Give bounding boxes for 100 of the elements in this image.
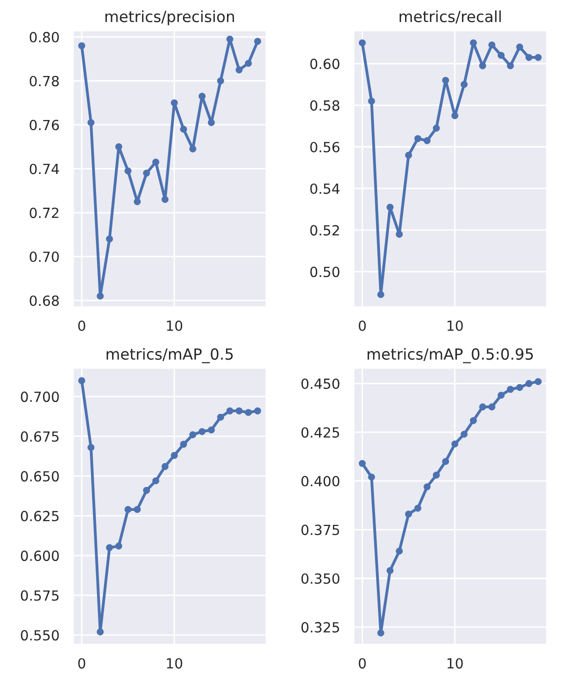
point: [488, 403, 496, 410]
point: [442, 458, 450, 465]
point: [78, 42, 86, 50]
x-tick-label: 10: [166, 658, 182, 669]
y-tick-label: 0.625: [20, 510, 59, 522]
y-tick-label: 0.70: [30, 252, 59, 262]
x-tick-label: 10: [448, 658, 463, 669]
point: [88, 444, 94, 451]
chart-title: metrics/mAP_0.5: [106, 348, 233, 364]
point: [506, 62, 514, 70]
point: [124, 167, 132, 174]
point: [451, 112, 458, 120]
point: [198, 92, 206, 100]
point: [254, 407, 262, 414]
point: [96, 628, 104, 636]
point: [516, 384, 524, 391]
y-tick-label: 0.80: [30, 32, 59, 42]
y-tick-label: 0.675: [20, 431, 59, 442]
point: [442, 76, 450, 84]
chart-title: metrics/precision: [105, 10, 234, 26]
y-tick-label: 0.72: [30, 208, 58, 218]
point: [386, 567, 394, 574]
point: [106, 544, 113, 552]
point: [432, 472, 440, 479]
point: [244, 60, 252, 67]
point: [479, 403, 486, 410]
point: [396, 230, 403, 238]
point: [405, 510, 412, 518]
point: [106, 236, 113, 242]
point: [358, 39, 366, 46]
x-tick-label: 0: [78, 320, 86, 332]
point: [525, 380, 532, 387]
point: [470, 39, 477, 46]
point: [368, 98, 376, 105]
point: [414, 135, 422, 142]
point: [162, 196, 169, 203]
point: [377, 629, 384, 636]
y-tick-label: 0.58: [310, 100, 340, 111]
point: [226, 36, 234, 43]
point: [460, 430, 468, 438]
point: [358, 460, 366, 467]
point: [162, 463, 169, 470]
point: [254, 38, 262, 45]
point: [217, 77, 224, 84]
point: [460, 80, 468, 88]
point: [78, 377, 86, 384]
y-tick-label: 0.575: [20, 590, 59, 601]
point: [498, 52, 505, 59]
y-tick-label: 0.550: [20, 630, 59, 641]
point: [244, 408, 252, 416]
x-tick-label: 10: [448, 320, 463, 332]
point: [534, 54, 542, 61]
y-tick-label: 0.68: [30, 295, 59, 306]
point: [432, 124, 440, 132]
point: [143, 170, 150, 177]
point: [396, 548, 403, 555]
point: [488, 41, 496, 48]
point: [236, 66, 243, 74]
point: [152, 158, 160, 166]
point: [170, 452, 178, 459]
point: [226, 407, 234, 414]
x-tick-label: 0: [358, 320, 366, 332]
point: [525, 54, 532, 61]
y-tick-label: 0.74: [30, 164, 59, 174]
y-tick-label: 0.350: [301, 573, 340, 584]
point: [451, 440, 458, 448]
y-tick-label: 0.50: [310, 266, 340, 278]
y-tick-label: 0.325: [301, 622, 340, 633]
chart-title: metrics/recall: [400, 10, 501, 24]
point: [534, 378, 542, 386]
point: [208, 426, 215, 434]
y-tick-label: 0.400: [301, 476, 340, 486]
x-tick-label: 0: [358, 658, 366, 669]
point: [414, 504, 422, 512]
point: [115, 542, 122, 550]
point: [96, 292, 104, 300]
y-tick-label: 0.52: [310, 225, 339, 236]
point: [170, 99, 178, 106]
point: [124, 506, 132, 513]
y-tick-label: 0.54: [310, 183, 340, 194]
y-tick-label: 0.600: [20, 550, 59, 562]
x-tick-label: 10: [166, 320, 182, 332]
point: [134, 506, 141, 513]
y-tick-label: 0.56: [310, 142, 340, 152]
point: [143, 486, 150, 494]
point: [377, 291, 384, 298]
point: [180, 440, 188, 448]
point: [506, 386, 514, 393]
y-tick-label: 0.60: [310, 58, 340, 70]
point: [189, 431, 196, 438]
point: [424, 483, 431, 490]
point: [470, 417, 477, 424]
point: [152, 477, 160, 484]
x-tick-label: 0: [78, 658, 86, 669]
point: [424, 137, 431, 144]
y-tick-label: 0.76: [30, 120, 59, 130]
y-tick-label: 0.450: [301, 378, 340, 389]
point: [405, 152, 412, 159]
point: [115, 143, 122, 150]
chart-title: metrics/mAP_0.5:0.95: [368, 348, 533, 364]
